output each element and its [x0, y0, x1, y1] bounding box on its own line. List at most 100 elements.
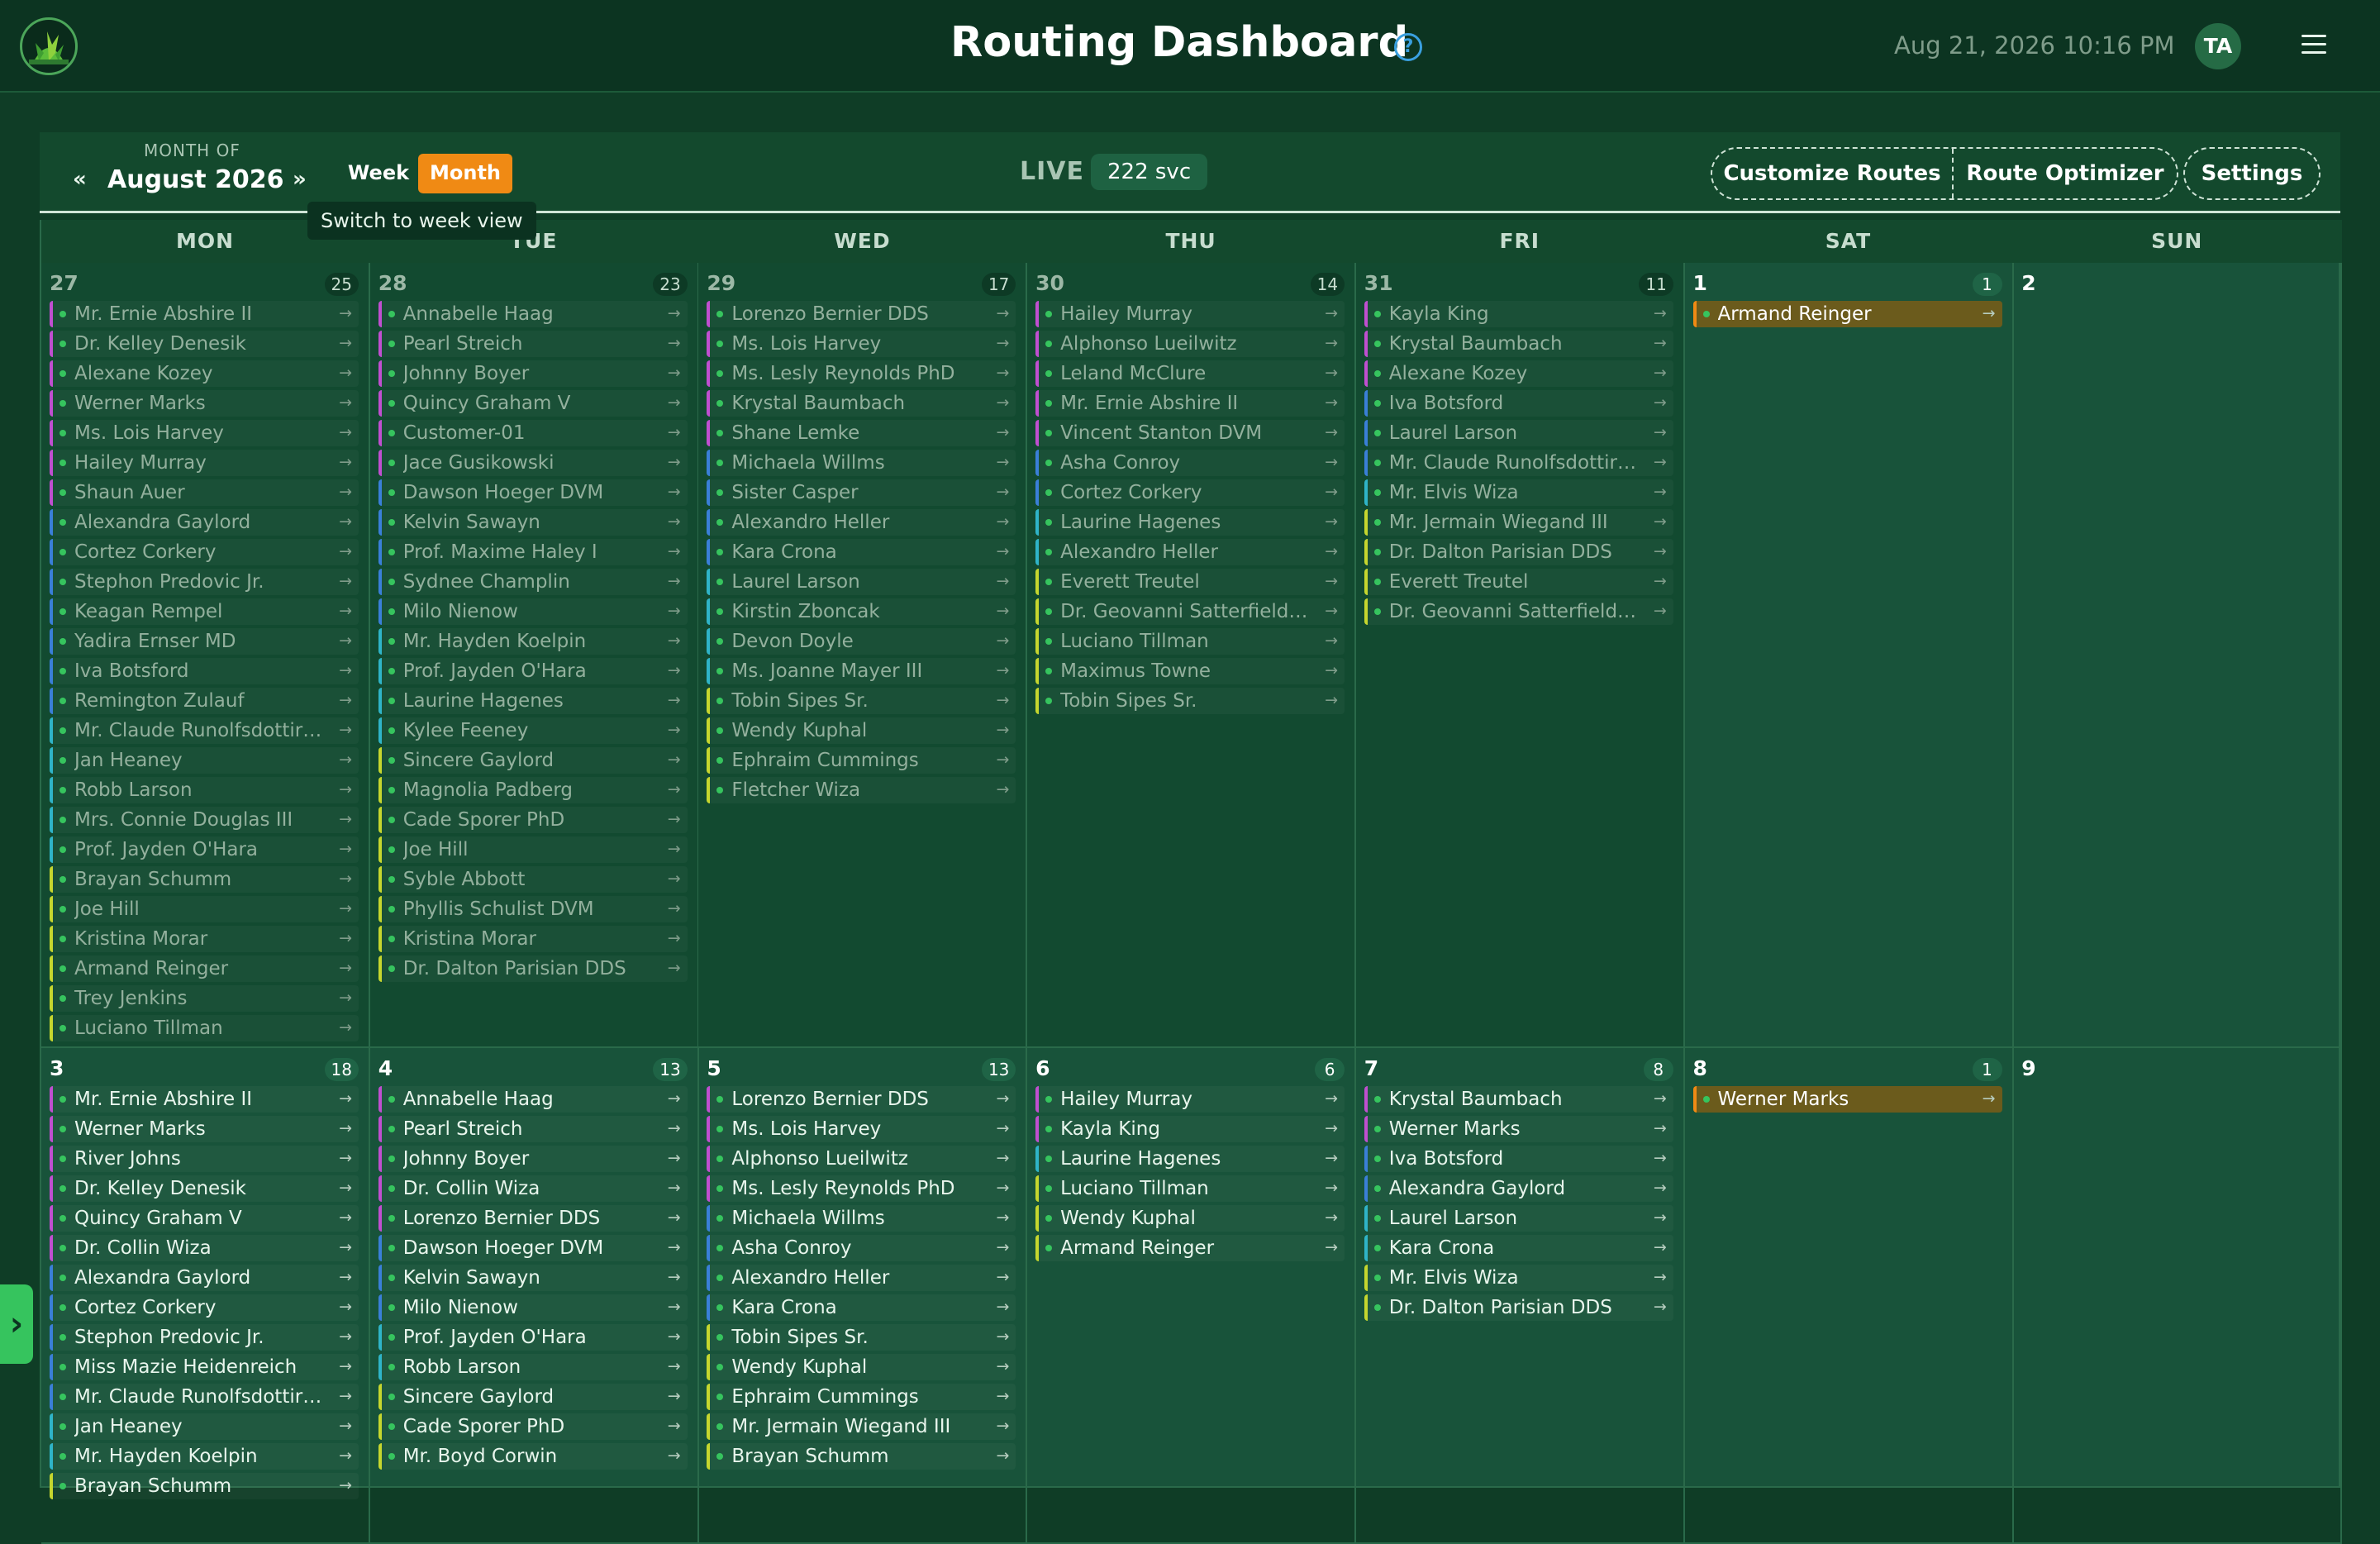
stop-item[interactable]: Armand Reinger → — [1035, 1235, 1345, 1261]
arrow-right-icon[interactable]: → — [667, 959, 681, 977]
stop-item[interactable]: Pearl Streich → — [378, 331, 688, 357]
arrow-right-icon[interactable]: → — [996, 1119, 1010, 1137]
stop-item[interactable]: Sincere Gaylord → — [378, 1384, 688, 1410]
arrow-right-icon[interactable]: → — [1325, 602, 1339, 620]
stop-item[interactable]: Everett Treutel → — [1364, 569, 1673, 595]
arrow-right-icon[interactable]: → — [1653, 423, 1667, 441]
stop-item[interactable]: Kayla King → — [1035, 1116, 1345, 1142]
arrow-right-icon[interactable]: → — [996, 572, 1010, 590]
arrow-right-icon[interactable]: → — [339, 334, 352, 352]
arrow-right-icon[interactable]: → — [339, 721, 352, 739]
arrow-right-icon[interactable]: → — [996, 483, 1010, 501]
arrow-right-icon[interactable]: → — [667, 661, 681, 679]
arrow-right-icon[interactable]: → — [1325, 364, 1339, 382]
arrow-right-icon[interactable]: → — [667, 1298, 681, 1316]
stop-item[interactable]: Laurel Larson → — [707, 569, 1016, 595]
stop-item[interactable]: Hailey Murray → — [1035, 1086, 1345, 1113]
arrow-right-icon[interactable]: → — [339, 1387, 352, 1405]
stop-item[interactable]: Johnny Boyer → — [378, 360, 688, 387]
route-optimizer-button[interactable]: Route Optimizer — [1966, 161, 2164, 186]
stop-item[interactable]: Dr. Dalton Parisian DDS → — [1364, 1294, 1673, 1321]
arrow-right-icon[interactable]: → — [339, 1298, 352, 1316]
arrow-right-icon[interactable]: → — [996, 721, 1010, 739]
stop-item[interactable]: Kylee Feeney → — [378, 717, 688, 744]
stop-item[interactable]: Dr. Kelley Denesik → — [50, 331, 359, 357]
arrow-right-icon[interactable]: → — [996, 1357, 1010, 1375]
arrow-right-icon[interactable]: → — [1982, 304, 1996, 322]
arrow-right-icon[interactable]: → — [996, 1149, 1010, 1167]
stop-item[interactable]: Laurine Hagenes → — [1035, 509, 1345, 536]
stop-item[interactable]: Tobin Sipes Sr. → — [1035, 688, 1345, 714]
stop-item[interactable]: Brayan Schumm → — [707, 1443, 1016, 1470]
stop-item[interactable]: Dr. Collin Wiza → — [50, 1235, 359, 1261]
day-cell[interactable]: 8 1 Werner Marks → — [1684, 1048, 2014, 1544]
arrow-right-icon[interactable]: → — [339, 631, 352, 650]
stop-item[interactable]: Ephraim Cummings → — [707, 747, 1016, 774]
arrow-right-icon[interactable]: → — [339, 959, 352, 977]
arrow-right-icon[interactable]: → — [667, 483, 681, 501]
arrow-right-icon[interactable]: → — [1653, 542, 1667, 560]
arrow-right-icon[interactable]: → — [339, 661, 352, 679]
month-view-button[interactable]: Month — [418, 154, 512, 193]
stop-item[interactable]: Armand Reinger → — [1692, 301, 2002, 327]
stop-item[interactable]: Ms. Lesly Reynolds PhD → — [707, 360, 1016, 387]
stop-item[interactable]: Johnny Boyer → — [378, 1146, 688, 1172]
arrow-right-icon[interactable]: → — [339, 751, 352, 769]
stop-item[interactable]: Dr. Dalton Parisian DDS → — [1364, 539, 1673, 565]
arrow-right-icon[interactable]: → — [1653, 483, 1667, 501]
stop-item[interactable]: Krystal Baumbach → — [707, 390, 1016, 417]
arrow-right-icon[interactable]: → — [996, 512, 1010, 531]
arrow-right-icon[interactable]: → — [996, 304, 1010, 322]
customize-routes-button[interactable]: Customize Routes — [1712, 149, 1954, 198]
stop-item[interactable]: Werner Marks → — [50, 390, 359, 417]
arrow-right-icon[interactable]: → — [1653, 512, 1667, 531]
arrow-right-icon[interactable]: → — [667, 602, 681, 620]
stop-item[interactable]: Annabelle Haag → — [378, 1086, 688, 1113]
arrow-right-icon[interactable]: → — [1653, 1119, 1667, 1137]
stop-item[interactable]: Cortez Corkery → — [50, 539, 359, 565]
stop-item[interactable]: Jace Gusikowski → — [378, 450, 688, 476]
stop-item[interactable]: Annabelle Haag → — [378, 301, 688, 327]
stop-item[interactable]: Milo Nienow → — [378, 1294, 688, 1321]
arrow-right-icon[interactable]: → — [1653, 304, 1667, 322]
stop-item[interactable]: Mr. Hayden Koelpin → — [378, 628, 688, 655]
day-cell[interactable]: 2 — [2013, 263, 2343, 1048]
stop-item[interactable]: Mr. Elvis Wiza → — [1364, 479, 1673, 506]
stop-item[interactable]: Shaun Auer → — [50, 479, 359, 506]
stop-item[interactable]: Dr. Dalton Parisian DDS → — [378, 955, 688, 982]
help-circle-icon[interactable]: ? — [1394, 33, 1422, 61]
day-cell[interactable]: 29 17 Lorenzo Bernier DDS → Ms. Lois Harvey →… — [698, 263, 1028, 1048]
stop-item[interactable]: Luciano Tillman → — [50, 1015, 359, 1041]
arrow-right-icon[interactable]: → — [339, 423, 352, 441]
stop-item[interactable]: Luciano Tillman → — [1035, 1175, 1345, 1202]
arrow-right-icon[interactable]: → — [667, 542, 681, 560]
arrow-right-icon[interactable]: → — [1325, 483, 1339, 501]
stop-item[interactable]: Laurine Hagenes → — [378, 688, 688, 714]
arrow-right-icon[interactable]: → — [1653, 1179, 1667, 1197]
arrow-right-icon[interactable]: → — [667, 364, 681, 382]
stop-item[interactable]: Ms. Lois Harvey → — [707, 1116, 1016, 1142]
day-cell[interactable]: 1 1 Armand Reinger → — [1684, 263, 2014, 1048]
stop-item[interactable]: Fletcher Wiza → — [707, 777, 1016, 803]
stop-item[interactable]: Quincy Graham V → — [378, 390, 688, 417]
stop-item[interactable]: Kayla King → — [1364, 301, 1673, 327]
arrow-right-icon[interactable]: → — [339, 304, 352, 322]
day-cell[interactable]: 30 14 Hailey Murray → Alphonso Lueilwitz → Lel… — [1027, 263, 1357, 1048]
stop-item[interactable]: Everett Treutel → — [1035, 569, 1345, 595]
stop-item[interactable]: Armand Reinger → — [50, 955, 359, 982]
arrow-right-icon[interactable]: → — [1325, 691, 1339, 709]
arrow-right-icon[interactable]: → — [339, 989, 352, 1007]
arrow-right-icon[interactable]: → — [339, 1268, 352, 1286]
week-view-button[interactable]: Week — [347, 161, 410, 184]
arrow-right-icon[interactable]: → — [667, 334, 681, 352]
stop-item[interactable]: Syble Abbott → — [378, 866, 688, 893]
arrow-right-icon[interactable]: → — [339, 810, 352, 828]
stop-item[interactable]: Mr. Jermain Wiegand III → — [707, 1413, 1016, 1440]
arrow-right-icon[interactable]: → — [1653, 1208, 1667, 1227]
stop-item[interactable]: Customer-01 → — [378, 420, 688, 446]
arrow-right-icon[interactable]: → — [667, 840, 681, 858]
stop-item[interactable]: Kelvin Sawayn → — [378, 1265, 688, 1291]
arrow-right-icon[interactable]: → — [667, 1208, 681, 1227]
stop-item[interactable]: Dr. Kelley Denesik → — [50, 1175, 359, 1202]
arrow-right-icon[interactable]: → — [667, 691, 681, 709]
